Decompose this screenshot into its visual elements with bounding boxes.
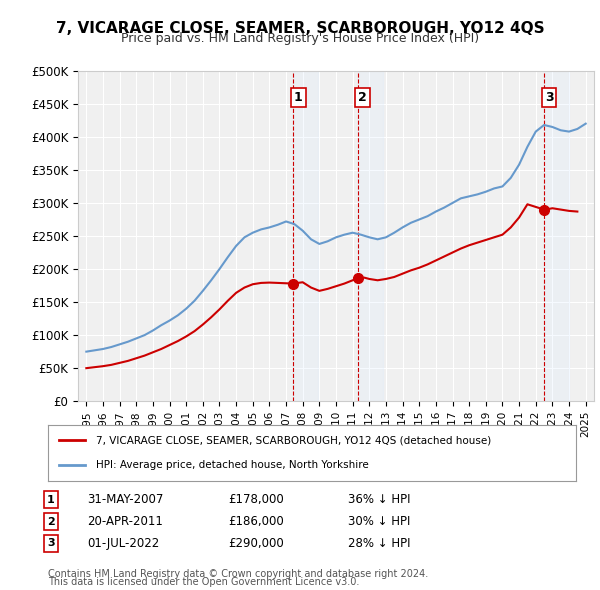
Bar: [358, 71, 383, 401]
Text: £178,000: £178,000: [228, 493, 284, 506]
Text: 1: 1: [293, 91, 302, 104]
Bar: [544, 71, 569, 401]
Text: HPI: Average price, detached house, North Yorkshire: HPI: Average price, detached house, Nort…: [95, 460, 368, 470]
Text: 01-JUL-2022: 01-JUL-2022: [87, 537, 159, 550]
Text: 20-APR-2011: 20-APR-2011: [87, 515, 163, 528]
Text: 7, VICARAGE CLOSE, SEAMER, SCARBOROUGH, YO12 4QS (detached house): 7, VICARAGE CLOSE, SEAMER, SCARBOROUGH, …: [95, 435, 491, 445]
Text: 2: 2: [47, 517, 55, 526]
Text: 7, VICARAGE CLOSE, SEAMER, SCARBOROUGH, YO12 4QS: 7, VICARAGE CLOSE, SEAMER, SCARBOROUGH, …: [56, 21, 544, 35]
Text: This data is licensed under the Open Government Licence v3.0.: This data is licensed under the Open Gov…: [48, 577, 359, 587]
Text: £186,000: £186,000: [228, 515, 284, 528]
Text: 30% ↓ HPI: 30% ↓ HPI: [348, 515, 410, 528]
Text: 2: 2: [358, 91, 367, 104]
Text: 1: 1: [47, 495, 55, 504]
Bar: [293, 71, 318, 401]
Text: 28% ↓ HPI: 28% ↓ HPI: [348, 537, 410, 550]
Text: Price paid vs. HM Land Registry's House Price Index (HPI): Price paid vs. HM Land Registry's House …: [121, 32, 479, 45]
Text: 3: 3: [47, 539, 55, 548]
Text: 31-MAY-2007: 31-MAY-2007: [87, 493, 163, 506]
Text: Contains HM Land Registry data © Crown copyright and database right 2024.: Contains HM Land Registry data © Crown c…: [48, 569, 428, 579]
Text: 3: 3: [545, 91, 553, 104]
Text: 36% ↓ HPI: 36% ↓ HPI: [348, 493, 410, 506]
Text: £290,000: £290,000: [228, 537, 284, 550]
